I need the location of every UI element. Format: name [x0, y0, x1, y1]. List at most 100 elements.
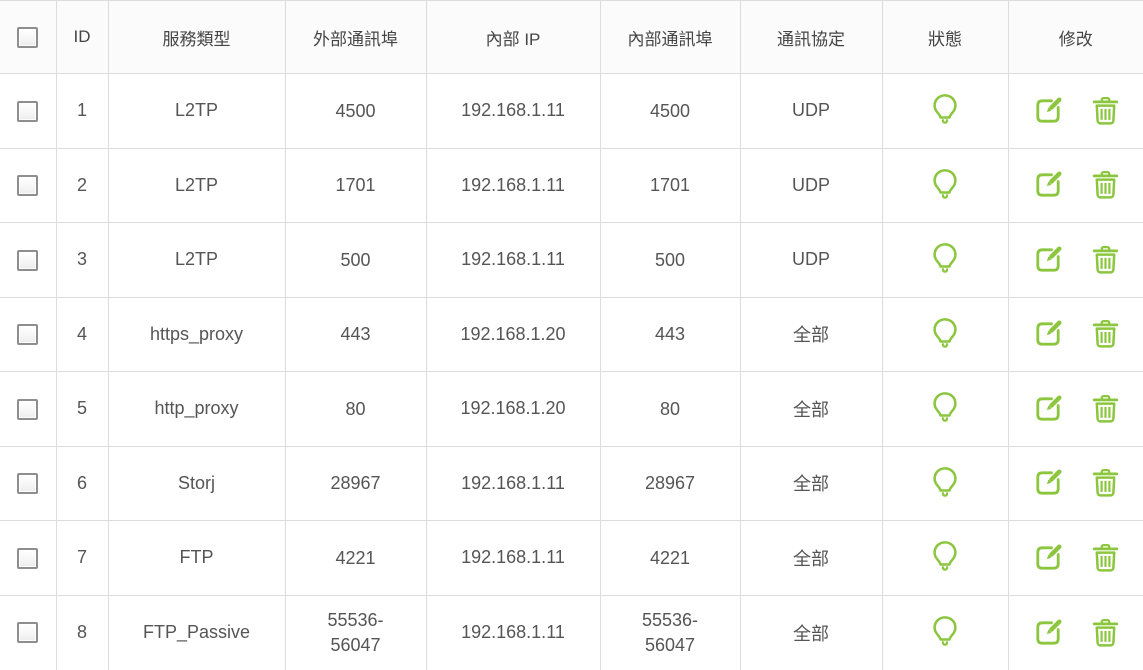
cell-external-port: 1701	[284, 147, 427, 223]
row-select-checkbox[interactable]	[17, 100, 39, 122]
header-service-type: 服務類型	[107, 0, 286, 74]
table-header-row: ID 服務類型 外部通訊埠 內部 IP 內部通訊埠 通訊協定 狀態 修改	[0, 0, 1143, 74]
trash-icon	[1092, 394, 1118, 423]
row-select-checkbox[interactable]	[17, 175, 39, 197]
cell-protocol: 全部	[739, 594, 883, 670]
edit-button[interactable]	[1033, 618, 1063, 648]
row-select-checkbox[interactable]	[17, 473, 39, 495]
header-internal-port: 內部通訊埠	[599, 0, 741, 74]
external-port-value: 80	[345, 398, 366, 419]
delete-button[interactable]	[1092, 319, 1119, 349]
cell-status	[881, 147, 1009, 223]
status-toggle-button[interactable]	[932, 540, 958, 575]
status-toggle-button[interactable]	[932, 242, 958, 277]
cell-status	[881, 445, 1009, 521]
row-select-checkbox[interactable]	[17, 398, 39, 420]
internal-port-value: 55536-56047	[641, 610, 699, 655]
internal-port-value: 80	[659, 398, 681, 419]
header-select	[0, 0, 57, 74]
cell-status	[881, 520, 1009, 596]
cell-protocol: 全部	[739, 296, 883, 372]
cell-protocol: 全部	[739, 371, 883, 447]
delete-button[interactable]	[1092, 543, 1119, 573]
cell-status	[881, 594, 1009, 670]
table-row: 2 L2TP 1701 192.168.1.11 1701 UDP	[0, 147, 1143, 223]
trash-icon	[1092, 543, 1118, 572]
external-port-value: 443	[340, 324, 371, 345]
cell-modify	[1007, 147, 1143, 223]
external-port-value: 55536-56047	[327, 610, 384, 655]
delete-button[interactable]	[1092, 394, 1119, 424]
cell-status	[881, 296, 1009, 372]
cell-select	[0, 371, 57, 447]
cell-external-port: 4500	[284, 73, 427, 149]
edit-pencil-icon	[1036, 619, 1062, 645]
lightbulb-icon	[933, 94, 957, 124]
edit-button[interactable]	[1033, 543, 1063, 573]
row-select-checkbox[interactable]	[17, 324, 39, 346]
cell-service-type: FTP	[107, 520, 286, 596]
edit-button[interactable]	[1033, 319, 1063, 349]
delete-button[interactable]	[1092, 170, 1119, 200]
cell-id: 1	[55, 73, 109, 149]
cell-protocol: UDP	[739, 222, 883, 298]
cell-id: 5	[55, 371, 109, 447]
header-status: 狀態	[881, 0, 1009, 74]
cell-service-type: FTP_Passive	[107, 594, 286, 670]
row-select-checkbox[interactable]	[17, 547, 39, 569]
trash-icon	[1092, 245, 1118, 274]
delete-button[interactable]	[1092, 96, 1119, 126]
cell-service-type: L2TP	[107, 147, 286, 223]
select-all-checkbox[interactable]	[17, 26, 39, 48]
internal-port-value: 443	[654, 324, 686, 345]
status-toggle-button[interactable]	[932, 615, 958, 650]
status-toggle-button[interactable]	[932, 391, 958, 426]
lightbulb-icon	[933, 243, 957, 273]
status-toggle-button[interactable]	[932, 93, 958, 128]
row-select-checkbox[interactable]	[17, 622, 39, 644]
edit-button[interactable]	[1033, 468, 1063, 498]
cell-internal-ip: 192.168.1.20	[425, 371, 601, 447]
delete-button[interactable]	[1092, 468, 1119, 498]
lightbulb-icon	[933, 541, 957, 571]
cell-modify	[1007, 73, 1143, 149]
internal-port-value: 500	[654, 249, 686, 270]
table-row: 6 Storj 28967 192.168.1.11 28967 全部	[0, 445, 1143, 521]
status-toggle-button[interactable]	[932, 317, 958, 352]
delete-button[interactable]	[1092, 618, 1119, 648]
status-toggle-button[interactable]	[932, 168, 958, 203]
row-select-checkbox[interactable]	[17, 249, 39, 271]
cell-select	[0, 147, 57, 223]
cell-select	[0, 296, 57, 372]
external-port-value: 1701	[335, 175, 376, 196]
cell-id: 8	[55, 594, 109, 670]
cell-select	[0, 445, 57, 521]
header-protocol: 通訊協定	[739, 0, 883, 74]
cell-service-type: Storj	[107, 445, 286, 521]
cell-external-port: 55536-56047	[284, 594, 427, 670]
cell-select	[0, 520, 57, 596]
cell-modify	[1007, 371, 1143, 447]
external-port-value: 4500	[335, 100, 376, 121]
edit-button[interactable]	[1033, 170, 1063, 200]
cell-modify	[1007, 520, 1143, 596]
edit-button[interactable]	[1033, 96, 1063, 126]
cell-protocol: UDP	[739, 147, 883, 223]
edit-pencil-icon	[1036, 320, 1062, 346]
cell-internal-ip: 192.168.1.11	[425, 445, 601, 521]
delete-button[interactable]	[1092, 245, 1119, 275]
table-row: 7 FTP 4221 192.168.1.11 4221 全部	[0, 520, 1143, 596]
trash-icon	[1092, 320, 1118, 348]
cell-modify	[1007, 594, 1143, 670]
cell-status	[881, 73, 1009, 149]
status-toggle-button[interactable]	[932, 466, 958, 501]
cell-modify	[1007, 222, 1143, 298]
edit-button[interactable]	[1033, 245, 1063, 275]
cell-external-port: 80	[284, 371, 427, 447]
cell-internal-port: 443	[599, 296, 741, 372]
cell-external-port: 443	[284, 296, 427, 372]
edit-button[interactable]	[1033, 394, 1063, 424]
external-port-value: 28967	[330, 473, 381, 494]
cell-internal-port: 4500	[599, 73, 741, 149]
